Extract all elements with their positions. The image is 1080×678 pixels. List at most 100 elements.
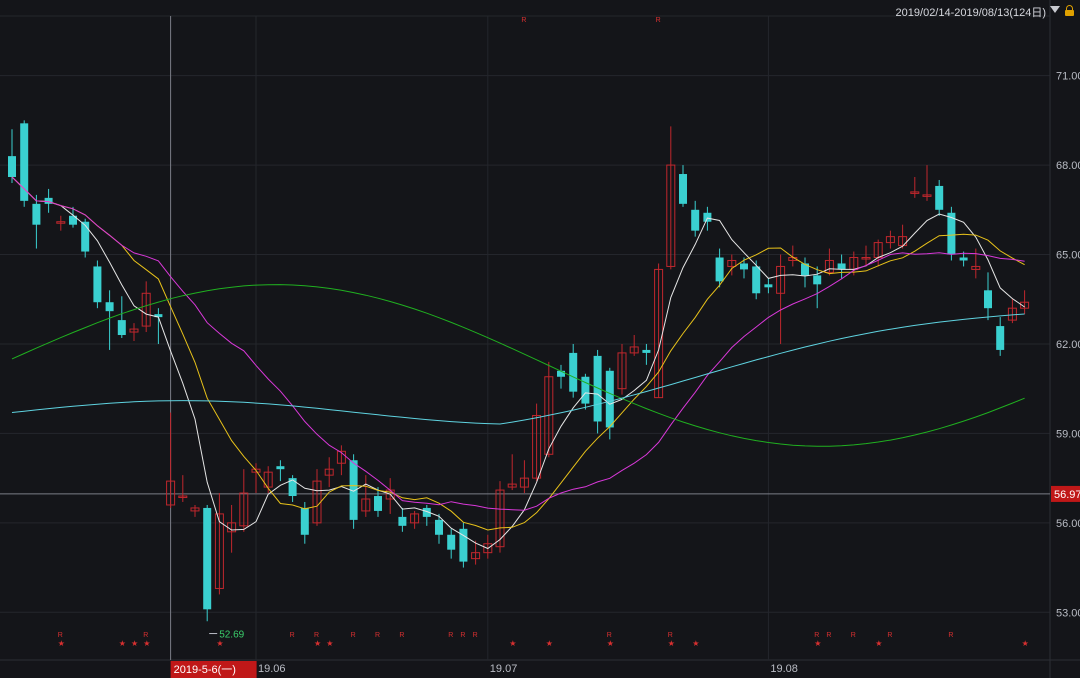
y-tick-label: 65.00 bbox=[1056, 250, 1080, 262]
top-marker-r: R bbox=[521, 17, 526, 24]
marker-star: ★ bbox=[875, 639, 882, 648]
candle-body-up bbox=[617, 352, 627, 390]
candle-body-down bbox=[105, 302, 114, 312]
candle-body-up bbox=[336, 450, 346, 464]
x-tick-label: 19.07 bbox=[490, 663, 518, 675]
candle-body-down bbox=[447, 534, 456, 550]
candle-body-down bbox=[642, 349, 651, 353]
candle-body-up bbox=[361, 498, 371, 512]
candle-body-down bbox=[959, 257, 968, 261]
candle-body-down bbox=[276, 466, 285, 470]
candle-body-down bbox=[32, 203, 41, 225]
candle-body-down bbox=[764, 284, 773, 288]
price-tag-label: 56.97 bbox=[1054, 489, 1080, 501]
candle-body-down bbox=[935, 185, 944, 210]
marker-r: R bbox=[399, 632, 404, 639]
candle-body-up bbox=[519, 477, 529, 488]
candle-body-down bbox=[154, 314, 163, 318]
ma-line-ma60 bbox=[11, 284, 1025, 447]
marker-star: ★ bbox=[326, 639, 333, 648]
candle-body-down bbox=[691, 209, 700, 231]
marker-r: R bbox=[351, 632, 356, 639]
candle-body-down bbox=[740, 263, 748, 270]
candle-body-down bbox=[435, 519, 443, 535]
candle-body-up bbox=[629, 346, 639, 354]
candle-body-up bbox=[166, 480, 176, 506]
candle-body-down bbox=[837, 263, 846, 270]
candle-body-up bbox=[824, 259, 834, 273]
candle-body-up bbox=[129, 328, 139, 333]
candle-body-up bbox=[214, 513, 224, 589]
marker-r: R bbox=[460, 632, 465, 639]
candle-body-up bbox=[190, 507, 200, 512]
candle-body-up bbox=[861, 257, 871, 260]
ma-line-ma5 bbox=[11, 176, 1025, 550]
marker-star: ★ bbox=[119, 639, 126, 648]
marker-r: R bbox=[814, 632, 819, 639]
y-tick-label: 71.00 bbox=[1056, 71, 1080, 83]
candle-body-up bbox=[666, 164, 676, 267]
marker-star: ★ bbox=[143, 639, 150, 648]
candle-body-down bbox=[300, 507, 309, 535]
candle-body-up bbox=[324, 468, 334, 476]
lock-icon[interactable] bbox=[1065, 5, 1074, 16]
candle-body-up bbox=[495, 489, 505, 548]
candle-body-up bbox=[141, 292, 151, 327]
ma-line-ma10 bbox=[11, 176, 1025, 531]
candle-body-down bbox=[69, 215, 77, 225]
y-tick-label: 53.00 bbox=[1056, 607, 1080, 619]
marker-star: ★ bbox=[58, 639, 65, 648]
marker-star: ★ bbox=[607, 639, 614, 648]
candle-body-down bbox=[117, 320, 126, 336]
candle-body-up bbox=[885, 236, 895, 244]
dropdown-arrow-icon[interactable] bbox=[1050, 6, 1060, 13]
candle-body-down bbox=[593, 355, 602, 422]
candle-body-up bbox=[922, 194, 932, 197]
candle-body-down bbox=[288, 478, 297, 497]
candle-body-down bbox=[984, 290, 992, 309]
y-tick-label: 59.00 bbox=[1056, 428, 1080, 440]
marker-star: ★ bbox=[216, 639, 223, 648]
marker-r: R bbox=[58, 632, 63, 639]
candle-body-down bbox=[581, 376, 590, 404]
marker-r: R bbox=[473, 632, 478, 639]
candle-body-down bbox=[349, 460, 358, 520]
marker-star: ★ bbox=[814, 639, 821, 648]
candle-body-down bbox=[398, 516, 407, 526]
candle-body-down bbox=[996, 326, 1005, 350]
marker-star: ★ bbox=[314, 639, 321, 648]
candle-body-up bbox=[263, 471, 273, 488]
marker-star: ★ bbox=[1022, 639, 1029, 648]
x-tick-label: 19.08 bbox=[770, 663, 798, 675]
marker-star: ★ bbox=[131, 639, 138, 648]
candle-body-up bbox=[178, 495, 188, 499]
marker-r: R bbox=[448, 632, 453, 639]
candle-body-up bbox=[507, 483, 517, 488]
date-range-label[interactable]: 2019/02/14-2019/08/13(124日) bbox=[895, 7, 1046, 19]
marker-star: ★ bbox=[509, 639, 516, 648]
candle-body-up bbox=[776, 265, 786, 294]
cursor-date-bg bbox=[170, 661, 257, 678]
marker-star: ★ bbox=[546, 639, 553, 648]
candle-body-up bbox=[483, 543, 493, 554]
marker-r: R bbox=[314, 632, 319, 639]
marker-r: R bbox=[143, 632, 148, 639]
candle-body-down bbox=[801, 263, 809, 276]
candle-body-down bbox=[8, 156, 16, 177]
candle-body-down bbox=[93, 266, 102, 303]
candle-body-up bbox=[1020, 301, 1030, 309]
candle-body-down bbox=[703, 212, 712, 222]
marker-r: R bbox=[948, 632, 953, 639]
candle-body-down bbox=[715, 257, 724, 282]
candle-body-down bbox=[752, 266, 761, 294]
candle-body-down bbox=[459, 528, 468, 562]
candle-body-down bbox=[20, 123, 29, 201]
candle-body-down bbox=[374, 496, 382, 511]
candle-body-down bbox=[81, 221, 90, 252]
candle-body-up bbox=[410, 513, 420, 524]
candle-body-down bbox=[422, 507, 431, 517]
marker-r: R bbox=[375, 632, 380, 639]
candle-body-down bbox=[605, 370, 614, 428]
